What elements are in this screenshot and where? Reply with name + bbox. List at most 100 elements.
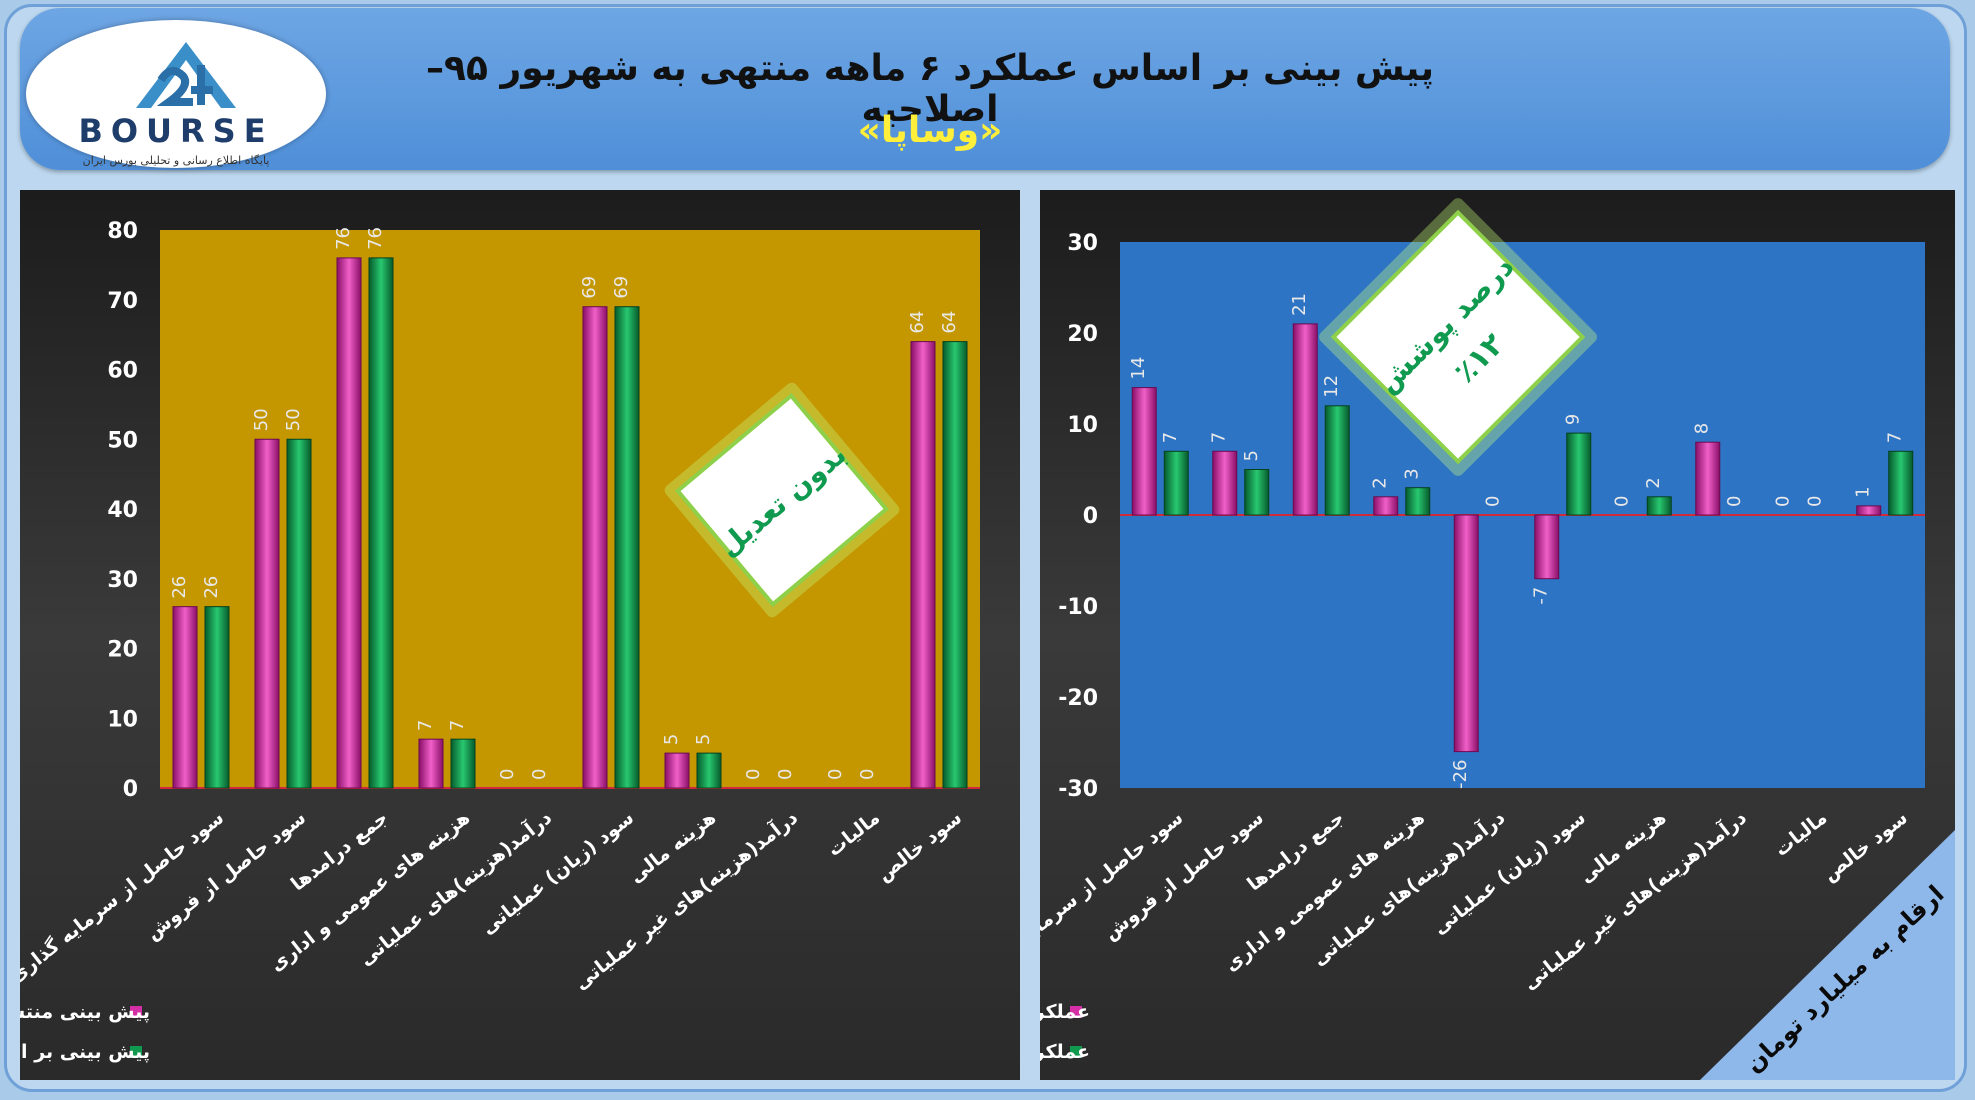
bar: [1646, 496, 1672, 516]
y-tick-label: 0: [1083, 504, 1098, 529]
bar: [368, 257, 394, 789]
bar: [1292, 323, 1318, 516]
x-tick-label: سود خالص: [873, 807, 966, 886]
bar: [286, 438, 312, 789]
data-label: 0: [1804, 496, 1825, 507]
bar: [664, 752, 690, 789]
x-tick-label: سود (زیان) عملیاتی: [1429, 807, 1590, 940]
data-label: 21: [1289, 293, 1310, 316]
legend-swatch: [130, 1046, 142, 1058]
legend-entry: عملکرد منتهی به ۹۴/۰۶/۳۱: [1040, 1001, 1090, 1023]
bar: [1534, 514, 1560, 580]
data-label: 0: [497, 769, 518, 780]
y-tick-label: 30: [1067, 231, 1098, 256]
bar: [910, 341, 936, 789]
data-label: -26: [1450, 760, 1471, 789]
bar: [254, 438, 280, 789]
data-label: 5: [661, 734, 682, 745]
y-tick-label: 0: [123, 777, 138, 802]
x-tick-label: سود حاصل از فروش: [1100, 807, 1268, 945]
x-tick-label: سود حاصل از فروش: [142, 807, 310, 945]
y-tick-label: 10: [1067, 413, 1098, 438]
data-label: 7: [1209, 432, 1230, 443]
legend-entry: پیش بینی بر اساس عملکرد ۶ ماهه: [20, 1041, 150, 1063]
bar: [204, 606, 230, 789]
bar: [1131, 387, 1157, 516]
bar: [1566, 432, 1592, 516]
data-label: 0: [743, 769, 764, 780]
bar: [1695, 441, 1721, 516]
bar: [614, 306, 640, 789]
coverage-badge: درصد پوشش٪۱۲: [1319, 198, 1597, 476]
legend-swatch: [1070, 1006, 1082, 1018]
bar: [1453, 514, 1479, 753]
data-label: 26: [201, 576, 222, 599]
x-tick-label: سود (زیان) عملیاتی: [477, 807, 638, 940]
data-label: 64: [907, 311, 928, 334]
data-label: 7: [415, 720, 436, 731]
bar: [1212, 450, 1238, 516]
bar: [1373, 496, 1399, 516]
data-label: 76: [365, 227, 386, 250]
y-tick-label: 20: [107, 638, 138, 663]
data-label: 69: [611, 276, 632, 299]
data-label: 9: [1563, 414, 1584, 425]
data-label: 7: [447, 720, 468, 731]
y-tick-label: -10: [1058, 595, 1098, 620]
no-adjustment-badge: بدون تعدیل: [664, 382, 900, 618]
data-label: -7: [1531, 587, 1552, 605]
data-label: 8: [1692, 423, 1713, 434]
x-tick-label: مالیات: [1770, 807, 1831, 861]
data-label: 2: [1370, 477, 1391, 488]
bar: [942, 341, 968, 789]
bar: [582, 306, 608, 789]
data-label: 1: [1853, 486, 1874, 497]
data-label: 14: [1128, 357, 1149, 380]
y-tick-label: 80: [107, 219, 138, 244]
header-banner: پیش بینی بر اساس عملکرد ۶ ماهه منتهی به …: [20, 8, 1950, 170]
bar: [1324, 405, 1350, 516]
data-label: 0: [825, 769, 846, 780]
data-label: 7: [1885, 432, 1906, 443]
logo-mark-icon: [136, 42, 236, 108]
data-label: 50: [251, 408, 272, 431]
data-label: 76: [333, 227, 354, 250]
x-tick-label: سود خالص: [1819, 807, 1912, 886]
y-tick-label: 60: [107, 359, 138, 384]
bar: [450, 738, 476, 789]
y-tick-label: 20: [1067, 322, 1098, 347]
data-label: 0: [1724, 496, 1745, 507]
unit-corner-ribbon: [1700, 830, 1955, 1080]
data-label: 69: [579, 276, 600, 299]
y-tick-label: -30: [1058, 777, 1098, 802]
bar: [418, 738, 444, 789]
data-label: 7: [1160, 432, 1181, 443]
data-label: 0: [1482, 496, 1503, 507]
data-label: 64: [939, 311, 960, 334]
legend-entry: عملکرد منتهی به ۹۵/۰۶/۳۱: [1040, 1041, 1090, 1063]
data-label: 0: [857, 769, 878, 780]
bar: [1244, 469, 1270, 516]
legend-swatch: [130, 1006, 142, 1018]
bar: [1888, 450, 1914, 516]
y-tick-label: 50: [107, 428, 138, 453]
legend-entry: پیش بینی منتشر شده در تاریخ ۲۹ مهر: [20, 1001, 150, 1023]
data-label: 50: [283, 408, 304, 431]
y-tick-label: -20: [1058, 686, 1098, 711]
bar: [1163, 450, 1189, 516]
data-label: 5: [693, 734, 714, 745]
data-label: 5: [1241, 450, 1262, 461]
bar: [1405, 487, 1431, 516]
bar: [172, 606, 198, 789]
legend-swatch: [1070, 1046, 1082, 1058]
logo-text: BOURSE: [78, 112, 274, 150]
data-label: 12: [1321, 375, 1342, 398]
left-chart-panel: 0 10 20 30 40 50 60 70 80 26 26 سود حاصل از سرمایه …: [0, 190, 1020, 1080]
bar: [696, 752, 722, 789]
data-label: 3: [1402, 468, 1423, 479]
data-label: 0: [775, 769, 796, 780]
y-tick-label: 30: [107, 568, 138, 593]
y-tick-label: 10: [107, 707, 138, 732]
x-tick-label: مالیات: [823, 807, 884, 861]
